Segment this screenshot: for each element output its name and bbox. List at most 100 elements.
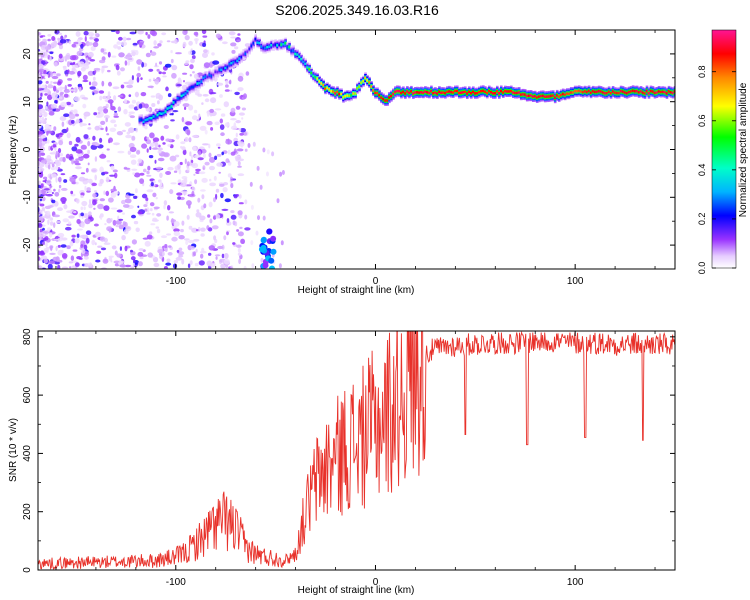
noise-speckle xyxy=(60,244,67,248)
noise-speckle xyxy=(194,179,198,185)
noise-speckle xyxy=(53,126,57,131)
ridge-cell xyxy=(144,118,148,122)
noise-speckle xyxy=(69,177,76,183)
noise-speckle xyxy=(237,231,244,237)
ridge-cell xyxy=(260,45,263,48)
ridge-cell xyxy=(458,91,461,95)
noise-speckle xyxy=(100,127,104,131)
noise-speckle xyxy=(163,125,169,129)
noise-speckle xyxy=(201,177,208,183)
noise-speckle xyxy=(93,112,98,116)
noise-speckle xyxy=(101,80,105,87)
noise-speckle xyxy=(162,75,167,78)
ridge-cell xyxy=(569,91,573,94)
ridge-cell xyxy=(468,90,471,94)
noise-speckle xyxy=(113,95,117,101)
noise-speckle xyxy=(38,68,45,73)
noise-speckle xyxy=(118,36,123,41)
noise-speckle xyxy=(97,245,103,248)
ridge-cell xyxy=(248,47,251,51)
y-tick-label: 600 xyxy=(22,386,33,403)
noise-speckle xyxy=(76,50,83,57)
noise-speckle xyxy=(159,40,163,44)
noise-speckle xyxy=(53,222,56,229)
noise-speckle xyxy=(182,41,187,48)
ridge-cell xyxy=(649,89,653,93)
noise-speckle xyxy=(55,176,58,183)
noise-speckle xyxy=(50,104,58,109)
noise-speckle xyxy=(122,36,127,42)
noise-speckle xyxy=(55,150,59,156)
noise-speckle xyxy=(87,42,94,46)
noise-speckle xyxy=(180,182,187,188)
noise-speckle xyxy=(49,185,53,188)
noise-speckle xyxy=(150,223,156,226)
ridge-cell xyxy=(308,67,311,71)
noise-speckle xyxy=(63,88,71,93)
ridge-cell xyxy=(292,49,295,52)
noise-speckle xyxy=(82,103,87,109)
noise-speckle xyxy=(225,80,229,85)
ridge-cell xyxy=(525,94,529,98)
noise-speckle xyxy=(68,140,73,146)
noise-speckle xyxy=(197,93,202,97)
noise-speckle xyxy=(165,171,172,175)
noise-speckle xyxy=(71,119,75,124)
noise-speckle xyxy=(125,134,132,139)
noise-speckle xyxy=(92,199,97,206)
noise-speckle xyxy=(48,145,51,151)
noise-speckle xyxy=(123,167,131,170)
noise-speckle xyxy=(195,168,201,172)
ridge-cell xyxy=(230,61,233,65)
noise-speckle xyxy=(244,227,251,231)
noise-speckle xyxy=(230,265,234,269)
ridge-cell xyxy=(506,90,509,93)
noise-speckle xyxy=(126,84,133,89)
noise-speckle xyxy=(155,196,158,200)
noise-speckle xyxy=(108,257,113,262)
noise-speckle xyxy=(126,131,130,135)
noise-speckle xyxy=(58,44,64,50)
ridge-cell xyxy=(262,46,265,50)
noise-speckle xyxy=(108,137,113,143)
noise-speckle xyxy=(219,94,223,98)
noise-speckle xyxy=(164,247,168,252)
noise-speckle xyxy=(153,206,160,210)
noise-speckle xyxy=(191,227,198,233)
noise-speckle xyxy=(202,165,206,171)
noise-speckle xyxy=(40,234,47,237)
ridge-cell xyxy=(619,89,623,93)
noise-speckle xyxy=(204,129,208,135)
noise-speckle xyxy=(156,213,162,217)
noise-speckle xyxy=(196,209,200,213)
noise-speckle xyxy=(226,231,229,236)
ridge-cell xyxy=(138,118,142,122)
noise-speckle xyxy=(115,64,120,71)
noise-speckle xyxy=(85,230,92,235)
noise-speckle xyxy=(38,123,42,129)
noise-speckle xyxy=(186,200,192,206)
noise-speckle xyxy=(112,219,117,226)
noise-speckle xyxy=(188,40,193,46)
ridge-cell xyxy=(673,90,675,93)
ridge-cell xyxy=(589,91,593,94)
ridge-cell xyxy=(242,53,245,56)
noise-speckle xyxy=(80,67,86,72)
noise-speckle xyxy=(51,192,55,194)
noise-speckle xyxy=(227,149,231,155)
noise-speckle xyxy=(113,112,119,117)
ridge-cell xyxy=(270,44,273,47)
ridge-cell xyxy=(655,91,659,94)
ridge-cell xyxy=(643,92,647,95)
noise-speckle xyxy=(230,118,237,121)
noise-speckle xyxy=(175,134,180,140)
noise-speckle xyxy=(281,170,285,175)
noise-speckle xyxy=(83,244,88,250)
noise-speckle xyxy=(95,259,101,263)
noise-speckle xyxy=(152,147,159,150)
noise-speckle xyxy=(213,197,216,203)
noise-speckle xyxy=(257,215,260,221)
noise-speckle xyxy=(94,174,97,181)
noise-speckle xyxy=(190,246,195,250)
noise-speckle xyxy=(88,203,93,209)
